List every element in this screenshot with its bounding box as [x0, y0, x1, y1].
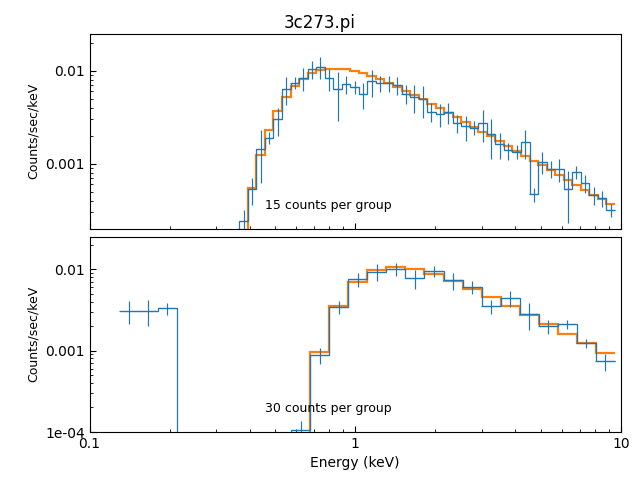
X-axis label: Energy (keV): Energy (keV) [310, 456, 400, 470]
Text: 15 counts per group: 15 counts per group [265, 199, 392, 212]
Y-axis label: Counts/sec/keV: Counts/sec/keV [27, 83, 40, 180]
Text: 30 counts per group: 30 counts per group [265, 402, 392, 416]
Text: 3c273.pi: 3c273.pi [284, 14, 356, 33]
Y-axis label: Counts/sec/keV: Counts/sec/keV [26, 286, 40, 383]
